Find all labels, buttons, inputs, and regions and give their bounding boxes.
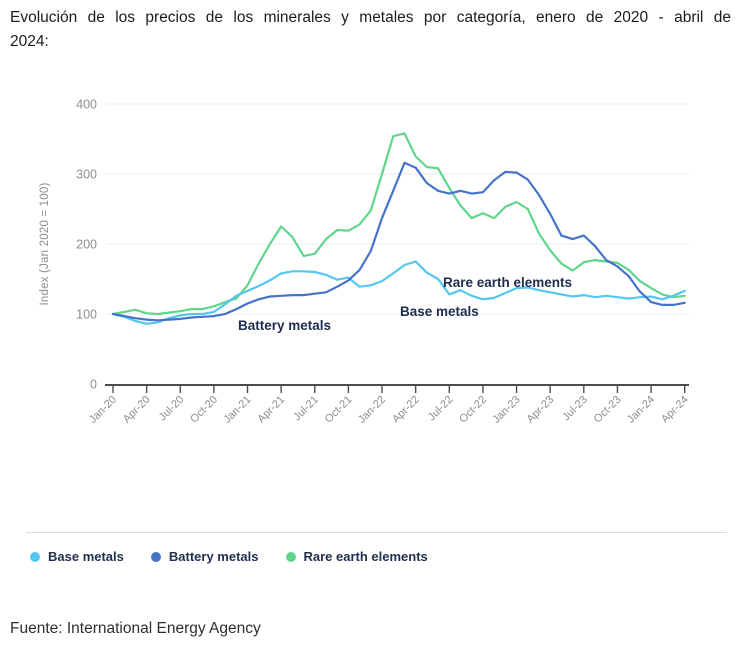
- x-tick-label: Jul-21: [291, 394, 321, 424]
- x-tick-label: Jul-20: [157, 394, 187, 424]
- annotation-battery-metals: Battery metals: [238, 318, 331, 333]
- legend-item-base-metals: Base metals: [30, 549, 124, 565]
- legend-item-battery-metals: Battery metals: [150, 549, 259, 565]
- x-tick-label: Oct-21: [323, 394, 355, 426]
- x-tick-label: Apr-24: [659, 394, 691, 426]
- x-tick-label: Apr-21: [255, 394, 287, 426]
- annotation-base-metals: Base metals: [400, 304, 479, 319]
- x-tick-label: Jan-24: [625, 394, 657, 426]
- legend-label: Base metals: [48, 549, 124, 564]
- line-base-metals: [111, 260, 686, 325]
- page-title-line2: 2024:: [10, 33, 49, 50]
- annotation-rare-earth-elements: Rare earth elements: [443, 275, 572, 290]
- line-rare-earth-elements: [111, 132, 686, 316]
- x-tick-label: Jan-21: [221, 394, 253, 426]
- legend-dot-icon: [285, 552, 296, 562]
- y-tick-label: 100: [76, 308, 97, 322]
- line-battery-metals: [111, 161, 686, 322]
- x-tick-label: Jan-22: [356, 394, 388, 426]
- legend-dot-icon: [150, 552, 161, 562]
- legend-dot-icon: [30, 552, 40, 562]
- chart-legend: Base metals Battery metals Rare earth el…: [30, 549, 428, 565]
- y-tick-label: 0: [90, 378, 97, 392]
- y-tick-label: 400: [76, 98, 97, 112]
- legend-item-rare-earth-elements: Rare earth elements: [285, 549, 428, 565]
- x-tick-label: Apr-22: [390, 394, 422, 426]
- y-tick-label: 200: [76, 238, 97, 252]
- page-title-line1: Evolución de los precios de los minerale…: [10, 9, 731, 26]
- divider-line: [26, 532, 727, 533]
- legend-label: Rare earth elements: [303, 549, 428, 564]
- y-axis-title: Index (Jan 2020 = 100): [39, 183, 51, 306]
- source-attribution: Fuente: International Energy Agency: [10, 620, 261, 637]
- page-title: Evolución de los precios de los minerale…: [10, 6, 731, 54]
- x-tick-label: Oct-23: [592, 394, 624, 426]
- x-tick-label: Oct-22: [457, 394, 489, 426]
- price-chart-svg: 0 100 200 300 400 Index (Jan 2020 = 100) Jan-2…: [39, 98, 691, 426]
- x-tick-label: Jan-23: [490, 394, 522, 426]
- x-tick-label: Oct-20: [188, 394, 220, 426]
- x-tick-label: Jan-20: [87, 394, 119, 426]
- y-tick-label: 300: [76, 168, 97, 182]
- legend-label: Battery metals: [168, 549, 259, 564]
- x-tick-label: Jul-23: [560, 394, 590, 424]
- x-tick-label: Apr-20: [121, 394, 153, 426]
- x-tick-label: Apr-23: [524, 394, 556, 426]
- x-tick-label: Jul-22: [426, 394, 456, 424]
